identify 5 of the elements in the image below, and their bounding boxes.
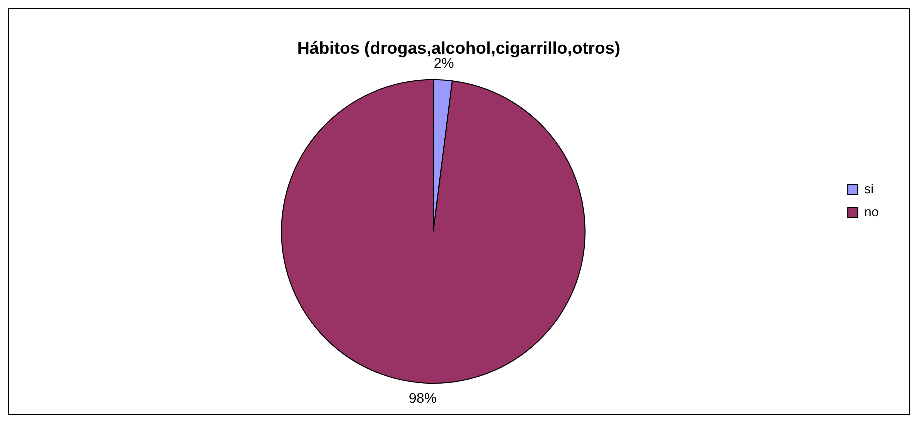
legend-label: no bbox=[864, 204, 880, 220]
data-label: 2% bbox=[434, 55, 454, 72]
legend-label: si bbox=[864, 182, 874, 197]
data-label: 98% bbox=[408, 390, 437, 406]
chart-title: Hábitos (drogas,alcohol,cigarrillo,otros) bbox=[297, 38, 621, 58]
